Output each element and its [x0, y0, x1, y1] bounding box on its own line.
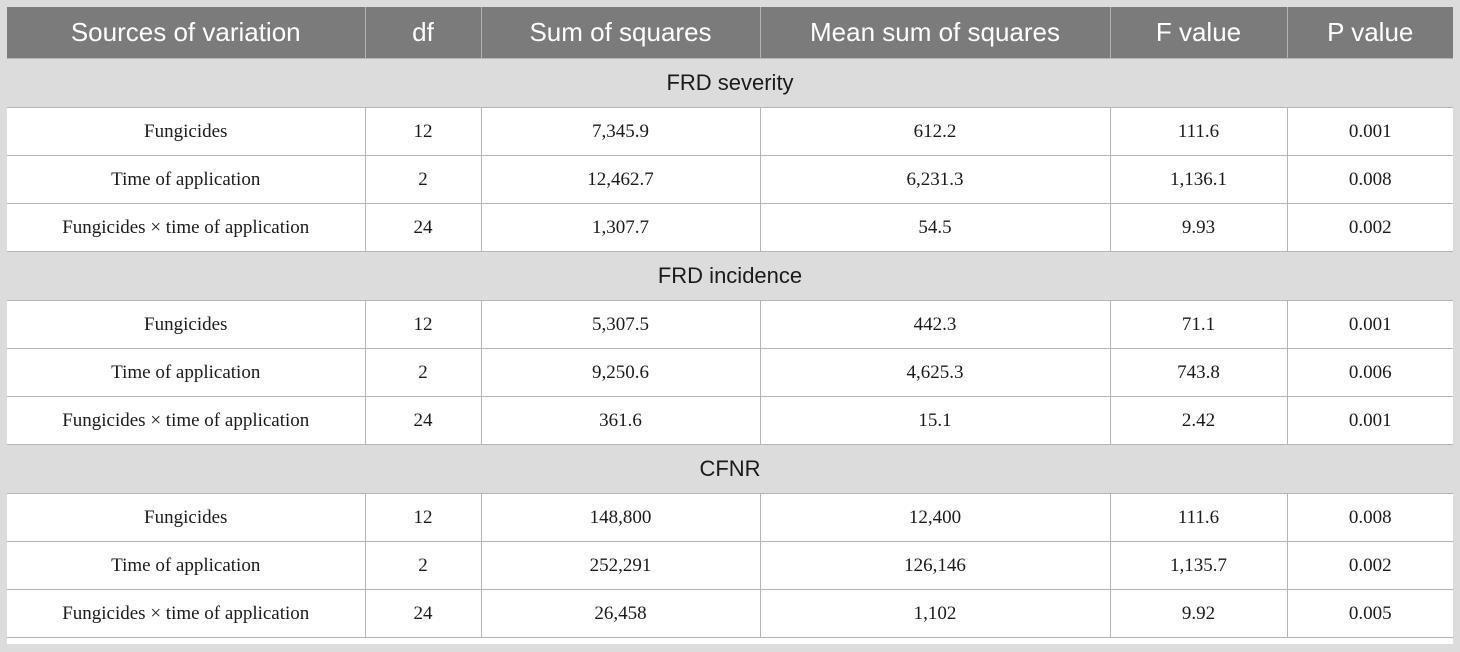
- table-row: Fungicides 12 7,345.9 612.2 111.6 0.001: [7, 107, 1453, 156]
- section-title: FRD incidence: [7, 251, 1453, 301]
- cell-f-value: 2.42: [1110, 396, 1288, 445]
- cell-sum-of-squares: 1,307.7: [481, 203, 761, 252]
- cell-f-value: 111.6: [1110, 493, 1288, 542]
- table-body: FRD severity Fungicides 12 7,345.9 612.2 111.…: [7, 58, 1453, 638]
- cell-sum-of-squares: 12,462.7: [481, 155, 761, 204]
- cell-mean-sum-of-squares: 1,102: [760, 589, 1111, 638]
- cell-sum-of-squares: 148,800: [481, 493, 761, 542]
- table-row: Fungicides × time of application 24 1,307.…: [7, 203, 1453, 252]
- cell-f-value: 1,135.7: [1110, 541, 1288, 590]
- cell-df: 2: [365, 541, 482, 590]
- section-title: FRD severity: [7, 58, 1453, 108]
- cell-f-value: 743.8: [1110, 348, 1288, 397]
- anova-table: Sources of variation df Sum of squares M…: [7, 7, 1453, 638]
- anova-table-frame: Sources of variation df Sum of squares M…: [7, 7, 1453, 644]
- cell-p-value: 0.001: [1287, 396, 1453, 445]
- cell-source: Fungicides × time of application: [7, 396, 366, 445]
- cell-source: Fungicides: [7, 493, 366, 542]
- cell-mean-sum-of-squares: 442.3: [760, 300, 1111, 349]
- table-row: Time of application 2 12,462.7 6,231.3 1,136…: [7, 155, 1453, 204]
- cell-mean-sum-of-squares: 12,400: [760, 493, 1111, 542]
- cell-sum-of-squares: 26,458: [481, 589, 761, 638]
- table-row: Fungicides × time of application 24 361.6 1…: [7, 396, 1453, 445]
- cell-sum-of-squares: 252,291: [481, 541, 761, 590]
- cell-sum-of-squares: 361.6: [481, 396, 761, 445]
- table-row: Fungicides × time of application 24 26,458…: [7, 589, 1453, 638]
- cell-df: 24: [365, 203, 482, 252]
- cell-source: Fungicides × time of application: [7, 589, 366, 638]
- section-row: CFNR: [7, 444, 1453, 494]
- cell-p-value: 0.002: [1287, 203, 1453, 252]
- cell-mean-sum-of-squares: 4,625.3: [760, 348, 1111, 397]
- header-f-value: F value: [1110, 7, 1288, 59]
- cell-source: Time of application: [7, 541, 366, 590]
- cell-mean-sum-of-squares: 126,146: [760, 541, 1111, 590]
- cell-p-value: 0.008: [1287, 155, 1453, 204]
- cell-source: Fungicides: [7, 107, 366, 156]
- cell-mean-sum-of-squares: 612.2: [760, 107, 1111, 156]
- cell-df: 12: [365, 493, 482, 542]
- cell-p-value: 0.001: [1287, 107, 1453, 156]
- header-row: Sources of variation df Sum of squares M…: [7, 7, 1453, 59]
- table-row: Fungicides 12 5,307.5 442.3 71.1 0.001: [7, 300, 1453, 349]
- cell-f-value: 1,136.1: [1110, 155, 1288, 204]
- cell-df: 12: [365, 300, 482, 349]
- table-row: Time of application 2 9,250.6 4,625.3 743.8 0…: [7, 348, 1453, 397]
- cell-mean-sum-of-squares: 15.1: [760, 396, 1111, 445]
- cell-source: Fungicides × time of application: [7, 203, 366, 252]
- header-sum-of-squares: Sum of squares: [481, 7, 761, 59]
- header-sources-of-variation: Sources of variation: [7, 7, 366, 59]
- cell-df: 2: [365, 348, 482, 397]
- cell-df: 24: [365, 589, 482, 638]
- cell-mean-sum-of-squares: 54.5: [760, 203, 1111, 252]
- section-row: FRD severity: [7, 58, 1453, 108]
- cell-p-value: 0.008: [1287, 493, 1453, 542]
- header-p-value: P value: [1287, 7, 1453, 59]
- cell-sum-of-squares: 9,250.6: [481, 348, 761, 397]
- cell-sum-of-squares: 5,307.5: [481, 300, 761, 349]
- cell-df: 2: [365, 155, 482, 204]
- cell-p-value: 0.006: [1287, 348, 1453, 397]
- section-row: FRD incidence: [7, 251, 1453, 301]
- section-title: CFNR: [7, 444, 1453, 494]
- cell-p-value: 0.001: [1287, 300, 1453, 349]
- header-mean-sum-of-squares: Mean sum of squares: [760, 7, 1111, 59]
- cell-source: Time of application: [7, 155, 366, 204]
- cell-p-value: 0.005: [1287, 589, 1453, 638]
- table-row: Time of application 2 252,291 126,146 1,135.…: [7, 541, 1453, 590]
- cell-f-value: 71.1: [1110, 300, 1288, 349]
- cell-p-value: 0.002: [1287, 541, 1453, 590]
- cell-df: 12: [365, 107, 482, 156]
- cell-source: Time of application: [7, 348, 366, 397]
- cell-sum-of-squares: 7,345.9: [481, 107, 761, 156]
- cell-mean-sum-of-squares: 6,231.3: [760, 155, 1111, 204]
- cell-f-value: 9.93: [1110, 203, 1288, 252]
- cell-df: 24: [365, 396, 482, 445]
- header-df: df: [365, 7, 482, 59]
- cell-source: Fungicides: [7, 300, 366, 349]
- cell-f-value: 9.92: [1110, 589, 1288, 638]
- table-row: Fungicides 12 148,800 12,400 111.6 0.008: [7, 493, 1453, 542]
- cell-f-value: 111.6: [1110, 107, 1288, 156]
